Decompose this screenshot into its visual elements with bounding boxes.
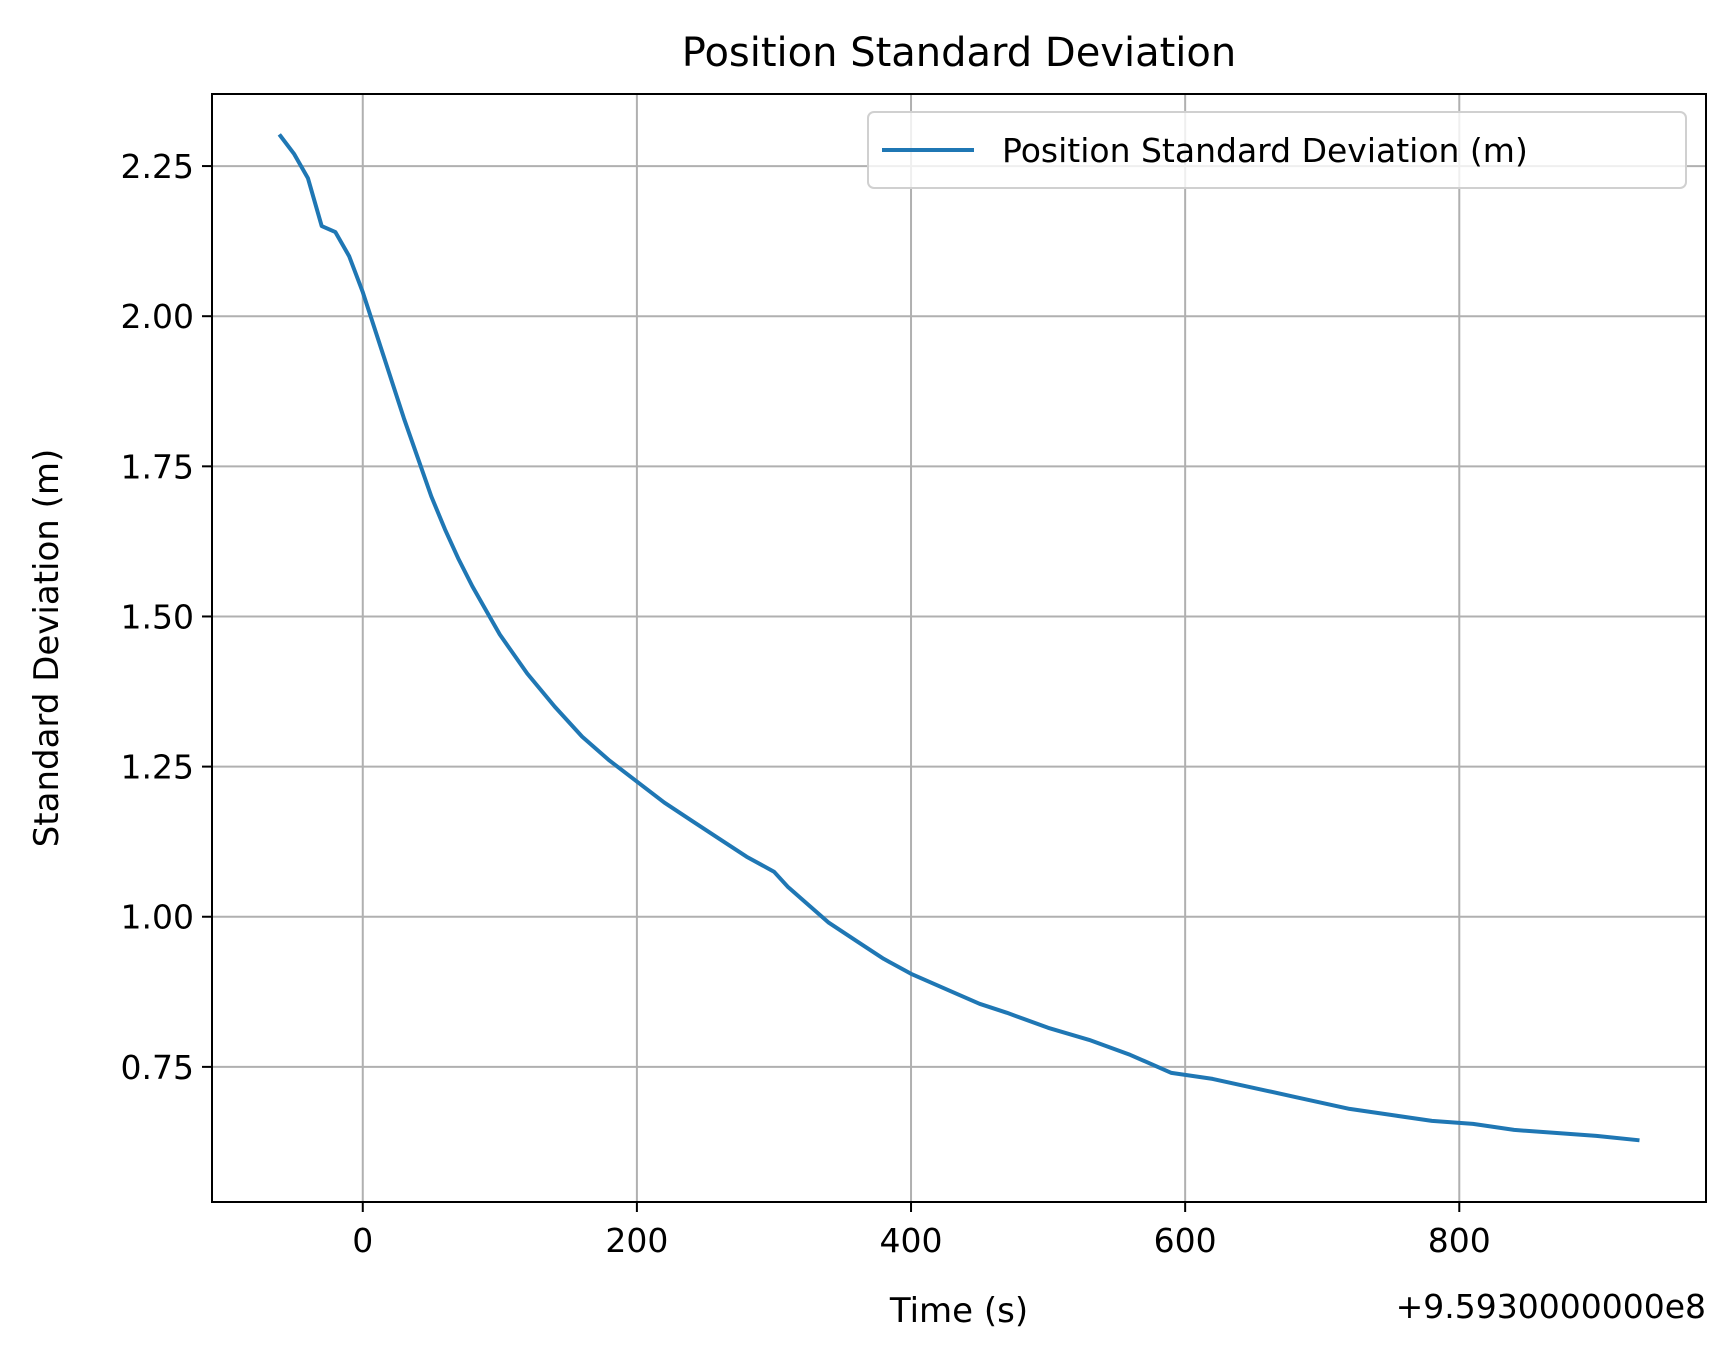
series-line-0 (277, 133, 1640, 1143)
x-tick-label: 200 (605, 1221, 668, 1260)
y-tick-label: 1.50 (121, 597, 194, 636)
plot-frame (211, 93, 1707, 1203)
axis-ticks: 0 200 400 600 800 0.75 1.00 1.25 1.50 1.75 2.00 2.2… (121, 147, 1491, 1260)
legend-entry-label: Position Standard Deviation (m) (1002, 131, 1528, 170)
y-axis-label: Standard Deviation (m) (27, 449, 67, 848)
x-axis-offset-label: +9.5930000000e8 (1396, 1287, 1706, 1326)
y-tick-label: 1.00 (121, 898, 194, 937)
x-tick-label: 400 (880, 1221, 943, 1260)
legend: Position Standard Deviation (m) (867, 111, 1687, 189)
y-tick-label: 2.25 (121, 147, 194, 186)
x-tick-label: 0 (352, 1221, 373, 1260)
grid-lines (212, 94, 1706, 1202)
series-lines (277, 133, 1640, 1143)
y-tick-label: 1.25 (121, 748, 194, 787)
y-tick-label: 0.75 (121, 1048, 194, 1087)
x-tick-label: 800 (1428, 1221, 1491, 1260)
y-tick-label: 1.75 (121, 447, 194, 486)
x-tick-label: 600 (1154, 1221, 1217, 1260)
y-tick-label: 2.00 (121, 297, 194, 336)
chart-title: Position Standard Deviation (682, 30, 1236, 76)
x-axis-label: Time (s) (889, 1291, 1028, 1331)
legend-box (867, 111, 1687, 189)
